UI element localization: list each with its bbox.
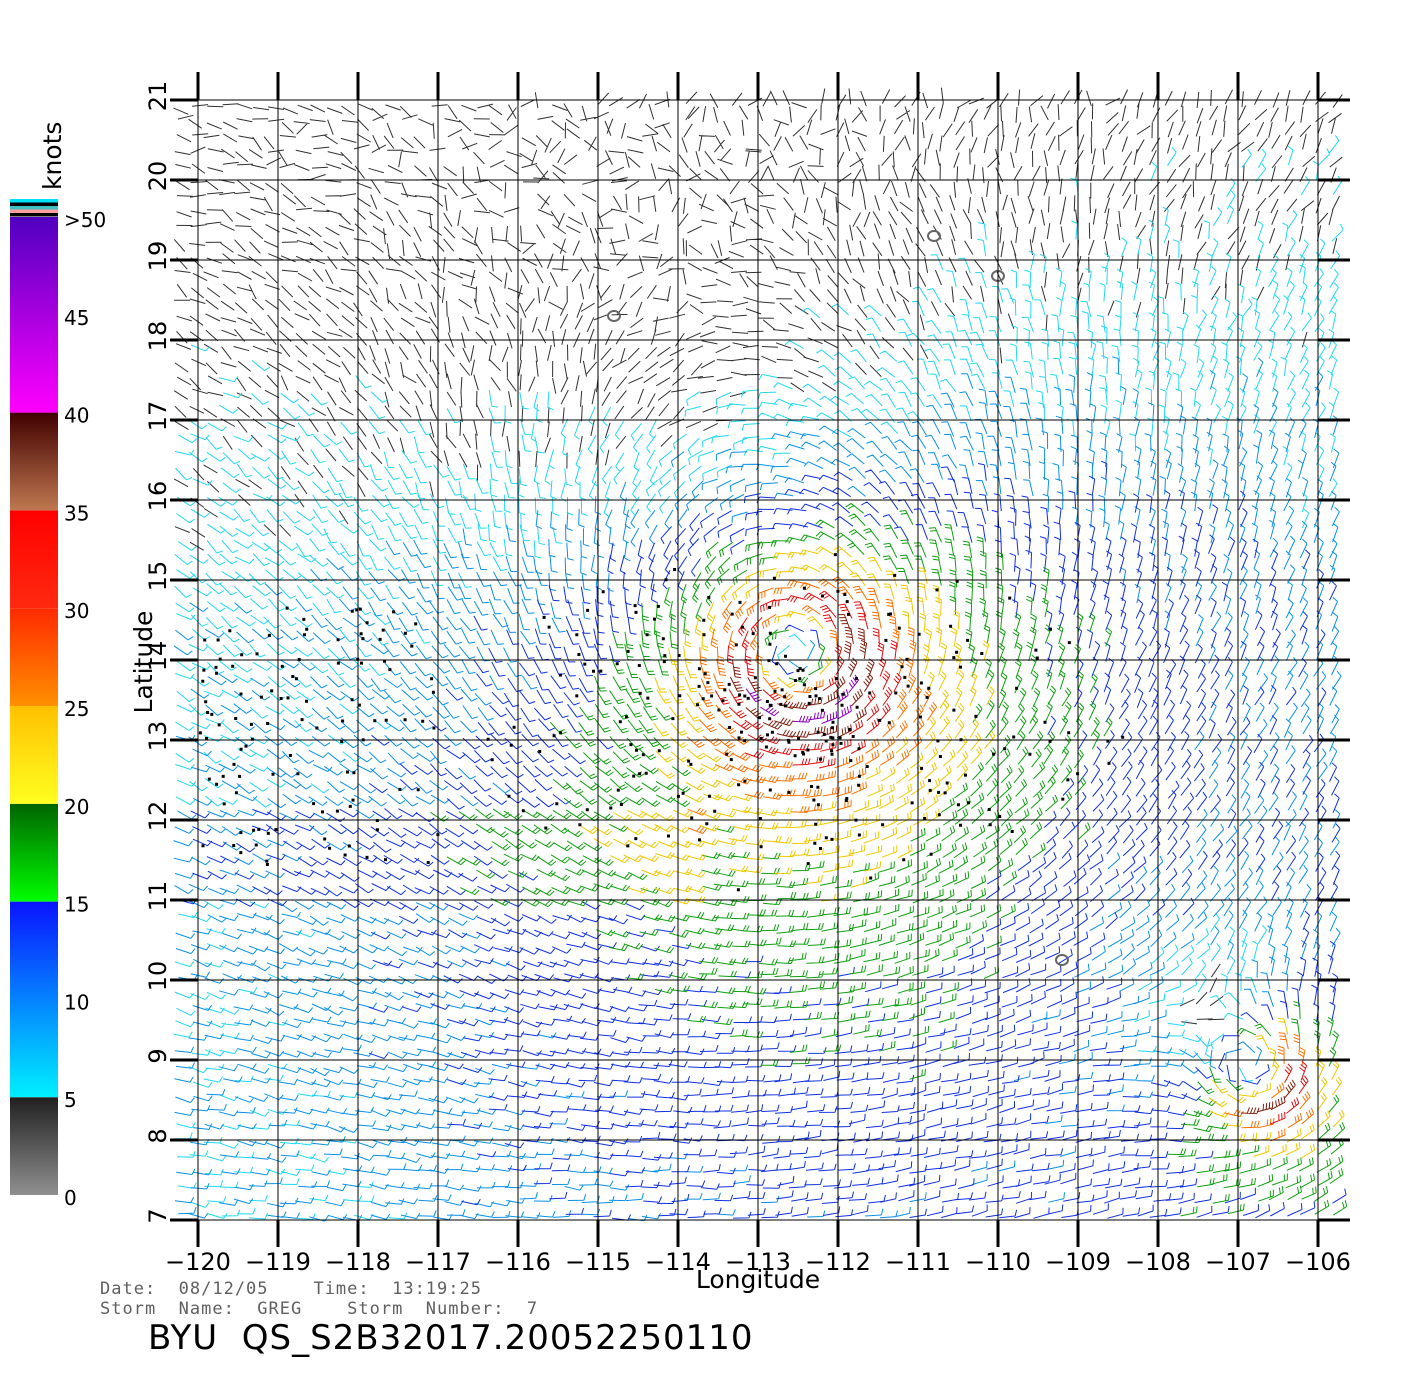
colorbar-band	[10, 706, 58, 804]
x-axis-title: Longitude	[696, 1265, 820, 1294]
colorbar-stripe	[10, 213, 58, 217]
colorbar-stripe	[10, 206, 58, 210]
y-tick-label: 11	[144, 881, 172, 912]
date-time-line: Date: 08/12/05 Time: 13:19:25	[100, 1279, 482, 1299]
colorbar-tick-label: 10	[64, 990, 89, 1014]
y-tick-label: 7	[144, 1208, 172, 1223]
product-id: BYU QS_S2B32017.20052250110	[148, 1318, 754, 1358]
island-outline	[1055, 954, 1069, 966]
x-tick-label: −109	[1045, 1248, 1111, 1276]
wind-barb-group	[686, 576, 1315, 1142]
colorbar-tick-label: 15	[64, 893, 89, 917]
colorbar-tick-label: 20	[64, 795, 89, 819]
colorbar-band	[10, 803, 58, 902]
x-tick-label: −117	[405, 1248, 471, 1276]
x-tick-label: −120	[165, 1248, 231, 1276]
colorbar-tick-label: 25	[64, 697, 89, 721]
colorbar-tick-label: 35	[64, 501, 89, 525]
x-tick-label: −108	[1125, 1248, 1191, 1276]
colorbar-band	[10, 901, 58, 1098]
axis-tick-labels: −120 −119 −118 −117 −116 −115 −114 −113 −112 −111…	[144, 81, 1351, 1276]
y-axis-title: Latitude	[129, 611, 158, 714]
colorbar-tick-label: 5	[64, 1088, 77, 1112]
colorbar-stripe	[10, 209, 58, 213]
colorbar-tick-label: >50	[64, 208, 106, 232]
colorbar-tick-label: 30	[64, 599, 89, 623]
colorbar-band	[10, 217, 58, 413]
colorbar-band	[10, 412, 58, 511]
y-tick-label: 13	[144, 721, 172, 752]
axis-ticks	[170, 72, 1350, 1247]
y-tick-label: 12	[144, 801, 172, 832]
y-tick-label: 21	[144, 81, 172, 112]
x-tick-label: −113	[725, 1248, 791, 1276]
y-tick-label: 16	[144, 481, 172, 512]
x-tick-label: −116	[485, 1248, 551, 1276]
x-tick-label: −112	[805, 1248, 871, 1276]
x-tick-label: −111	[885, 1248, 951, 1276]
x-tick-label: −106	[1285, 1248, 1351, 1276]
wind-barb-group	[430, 502, 1348, 1217]
colorbar-unit-label: knots	[38, 122, 67, 190]
y-tick-label: 9	[144, 1048, 172, 1063]
x-tick-label: −119	[245, 1248, 311, 1276]
y-tick-label: 8	[144, 1128, 172, 1143]
wind-barb-group	[578, 546, 1345, 1159]
y-tick-label: 20	[144, 161, 172, 192]
y-tick-label: 10	[144, 961, 172, 992]
x-tick-label: −107	[1205, 1248, 1271, 1276]
colorbar-tick-label: 45	[64, 306, 89, 330]
y-tick-label: 14	[144, 641, 172, 672]
colorbar-tick-label: 40	[64, 404, 89, 428]
colorbar-band	[10, 608, 58, 706]
y-tick-label: 19	[144, 241, 172, 272]
colorbar-tick-label: 0	[64, 1186, 77, 1210]
x-tick-label: −114	[645, 1248, 711, 1276]
lat-lon-grid	[197, 99, 1350, 1221]
wind-barb-group	[173, 356, 1342, 1222]
y-tick-label: 18	[144, 321, 172, 352]
wind-barb-group	[177, 460, 1347, 1221]
y-tick-label: 15	[144, 561, 172, 592]
colorbar-stripe	[10, 199, 58, 203]
wind-speed-colorbar: 0 5 10 15 20 25 30 35 40 45 >50	[10, 199, 106, 1210]
wind-barb-field	[173, 87, 1348, 1222]
x-tick-label: −115	[565, 1248, 631, 1276]
y-tick-label: 17	[144, 401, 172, 432]
island-outline	[607, 310, 621, 322]
colorbar-band	[10, 1097, 58, 1195]
x-tick-label: −118	[325, 1248, 391, 1276]
storm-info-line: Storm Name: GREG Storm Number: 7	[100, 1299, 539, 1319]
colorbar-stripe	[10, 202, 58, 206]
wind-barb-group	[173, 135, 1344, 1221]
colorbar-band	[10, 510, 58, 609]
x-tick-label: −110	[965, 1248, 1031, 1276]
wind-barb-group	[729, 614, 1296, 1115]
island-outline	[927, 230, 941, 242]
